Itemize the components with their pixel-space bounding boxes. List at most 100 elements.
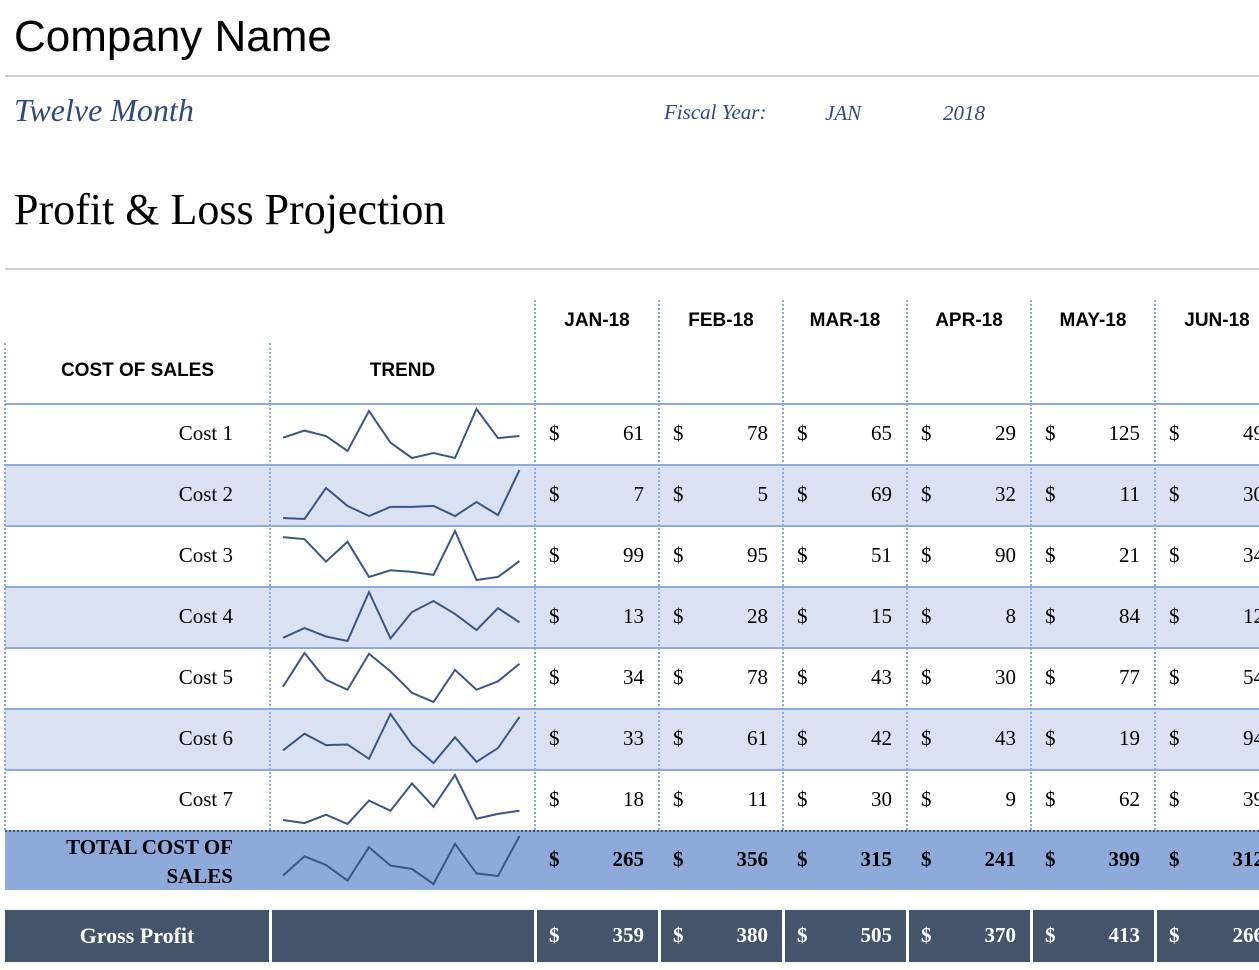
amount: 13: [623, 603, 644, 628]
amount: 78: [747, 664, 768, 689]
currency: $: [549, 664, 560, 689]
amount: 380: [736, 923, 769, 947]
rule: [5, 75, 1259, 77]
amount: 95: [747, 542, 768, 567]
amount: 61: [747, 725, 768, 750]
sparkline: [282, 712, 521, 765]
currency: $: [549, 542, 560, 567]
amount: 49: [1243, 420, 1259, 445]
currency: $: [1169, 542, 1180, 567]
currency: $: [921, 847, 932, 871]
currency: $: [921, 542, 932, 567]
section-label: COST OF SALES: [60, 360, 215, 381]
row-label: Cost 2: [178, 482, 233, 506]
currency: $: [1045, 664, 1056, 689]
currency: $: [549, 923, 560, 947]
amount: 39: [1243, 786, 1259, 811]
amount: 5: [757, 481, 769, 506]
currency: $: [673, 603, 684, 628]
currency: $: [673, 481, 684, 506]
amount: 94: [1243, 725, 1259, 750]
currency: $: [549, 847, 560, 871]
row-band: [5, 769, 1259, 830]
rule: [5, 268, 1259, 270]
amount: 34: [1243, 542, 1259, 567]
amount: 15: [871, 603, 892, 628]
currency: $: [921, 664, 932, 689]
amount: 62: [1119, 786, 1140, 811]
row-band: [5, 464, 1259, 525]
currency: $: [921, 786, 932, 811]
sparkline: [282, 407, 520, 460]
trend-line: [282, 651, 521, 704]
amount: 9: [1005, 786, 1017, 811]
currency: $: [1169, 725, 1180, 750]
month-header: JUN-18: [1184, 310, 1250, 331]
amount: 42: [871, 725, 892, 750]
amount: 413: [1108, 923, 1141, 947]
sparkline: [282, 773, 520, 826]
gross-band: [537, 910, 658, 962]
currency: $: [797, 664, 808, 689]
currency: $: [673, 786, 684, 811]
currency: $: [797, 542, 808, 567]
row-label: Cost 3: [178, 543, 233, 567]
amount: 43: [871, 664, 892, 689]
amount: 30: [1243, 481, 1259, 506]
amount: 505: [860, 923, 893, 947]
currency: $: [797, 923, 808, 947]
month-header: MAY-18: [1059, 310, 1127, 331]
currency: $: [1169, 481, 1180, 506]
currency: $: [549, 481, 560, 506]
amount: 12: [1243, 603, 1259, 628]
row-label: Cost 1: [178, 421, 233, 445]
currency: $: [921, 923, 932, 947]
column-line: [1154, 300, 1156, 890]
amount: 84: [1119, 603, 1140, 628]
amount: 32: [995, 481, 1016, 506]
currency: $: [1169, 923, 1180, 947]
month-header: FEB-18: [688, 310, 754, 331]
currency: $: [1169, 847, 1180, 871]
currency: $: [549, 603, 560, 628]
row-band: [5, 708, 1259, 769]
total-band: [5, 830, 1259, 890]
sparkline: [282, 651, 521, 704]
column-line: [906, 300, 908, 890]
amount: 77: [1119, 664, 1140, 689]
sparkline: [282, 528, 521, 582]
amount: 78: [747, 420, 768, 445]
row-label: Cost 5: [178, 665, 233, 689]
currency: $: [797, 786, 808, 811]
amount: 356: [736, 847, 769, 871]
currency: $: [921, 603, 932, 628]
amount: 11: [747, 786, 768, 811]
gross-band: [1157, 910, 1259, 962]
currency: $: [549, 725, 560, 750]
trend-line: [282, 712, 521, 765]
currency: $: [797, 847, 808, 871]
trend-line: [282, 835, 521, 886]
amount: 370: [984, 923, 1017, 947]
currency: $: [1045, 847, 1056, 871]
month-header: MAR-18: [809, 310, 881, 331]
amount: 61: [623, 420, 644, 445]
amount: 29: [995, 420, 1016, 445]
row-label: Cost 4: [178, 604, 233, 628]
amount: 28: [747, 603, 768, 628]
trend-line: [282, 528, 521, 582]
amount: 315: [860, 847, 893, 871]
amount: 19: [1119, 725, 1140, 750]
gross-band: [909, 910, 1030, 962]
subtitle: Twelve Month: [14, 92, 194, 128]
currency: $: [1045, 542, 1056, 567]
amount: 241: [984, 847, 1017, 871]
currency: $: [549, 420, 560, 445]
sparkline: [282, 589, 521, 643]
amount: 34: [623, 664, 644, 689]
currency: $: [797, 481, 808, 506]
amount: 18: [623, 786, 644, 811]
amount: 11: [1119, 481, 1140, 506]
currency: $: [673, 923, 684, 947]
